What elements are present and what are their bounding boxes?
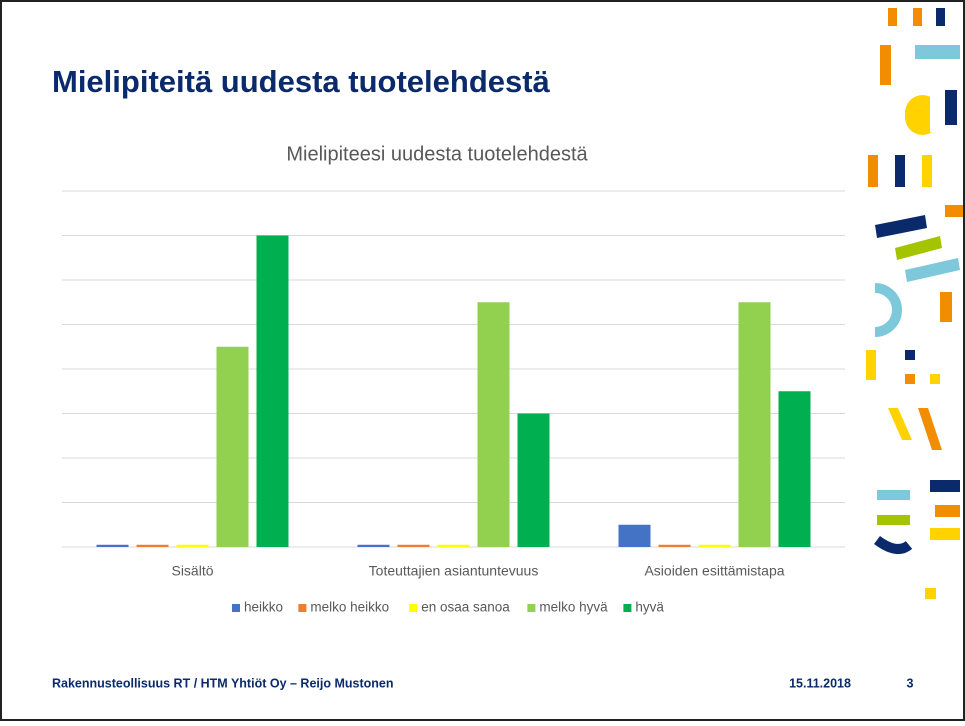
legend-label: hyvä: [635, 600, 664, 615]
legend-label: heikko: [244, 600, 283, 615]
bar: [358, 545, 390, 547]
bar: [699, 545, 731, 547]
bar: [177, 545, 209, 547]
legend-label: melko hyvä: [539, 600, 608, 615]
bar: [137, 545, 169, 547]
bar: [779, 391, 811, 547]
bar: [257, 236, 289, 548]
bar: [438, 545, 470, 547]
bar: [739, 302, 771, 547]
bar: [659, 545, 691, 547]
bar: [518, 414, 550, 548]
x-tick-label: Sisältö: [171, 563, 213, 579]
page-number: 3: [907, 676, 914, 690]
legend-swatch: [527, 604, 535, 612]
chart-title: Mielipiteesi uudesta tuotelehdestä: [286, 143, 588, 165]
x-tick-label: Asioiden esittämistapa: [644, 563, 784, 579]
date: 15.11.2018: [789, 676, 851, 690]
bar: [217, 347, 249, 547]
slide-title: Mielipiteitä uudesta tuotelehdestä: [52, 64, 551, 99]
legend-swatch: [298, 604, 306, 612]
legend-swatch: [232, 604, 240, 612]
bar: [97, 545, 129, 547]
footer: Rakennusteollisuus RT / HTM Yhtiöt Oy – …: [52, 676, 393, 690]
bar: [619, 525, 651, 547]
legend-label: en osaa sanoa: [421, 600, 510, 615]
bar: [478, 302, 510, 547]
legend-label: melko heikko: [310, 600, 389, 615]
slide: Mielipiteitä uudesta tuotelehdestä Mieli…: [0, 0, 965, 721]
bar: [398, 545, 430, 547]
x-tick-label: Toteuttajien asiantuntevuus: [369, 563, 539, 579]
legend-swatch: [409, 604, 417, 612]
legend-swatch: [623, 604, 631, 612]
